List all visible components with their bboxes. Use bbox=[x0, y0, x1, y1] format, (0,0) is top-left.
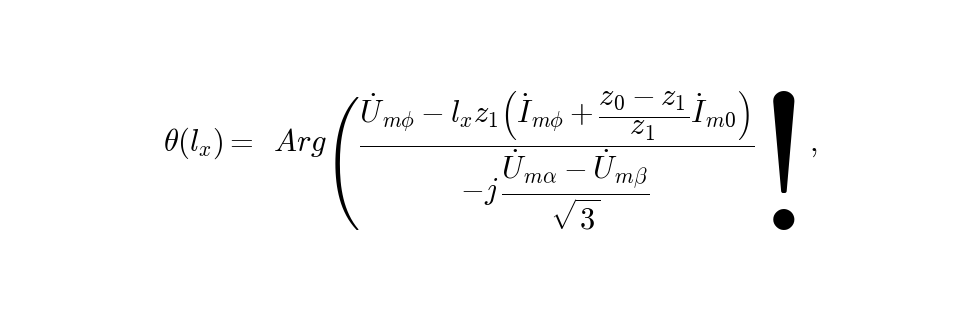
Text: $\theta(l_x) = \;\; Arg\left(\dfrac{\dot{U}_{m\phi} - l_x z_1\left(\dot{I}_{m\ph: $\theta(l_x) = \;\; Arg\left(\dfrac{\dot… bbox=[163, 89, 817, 231]
